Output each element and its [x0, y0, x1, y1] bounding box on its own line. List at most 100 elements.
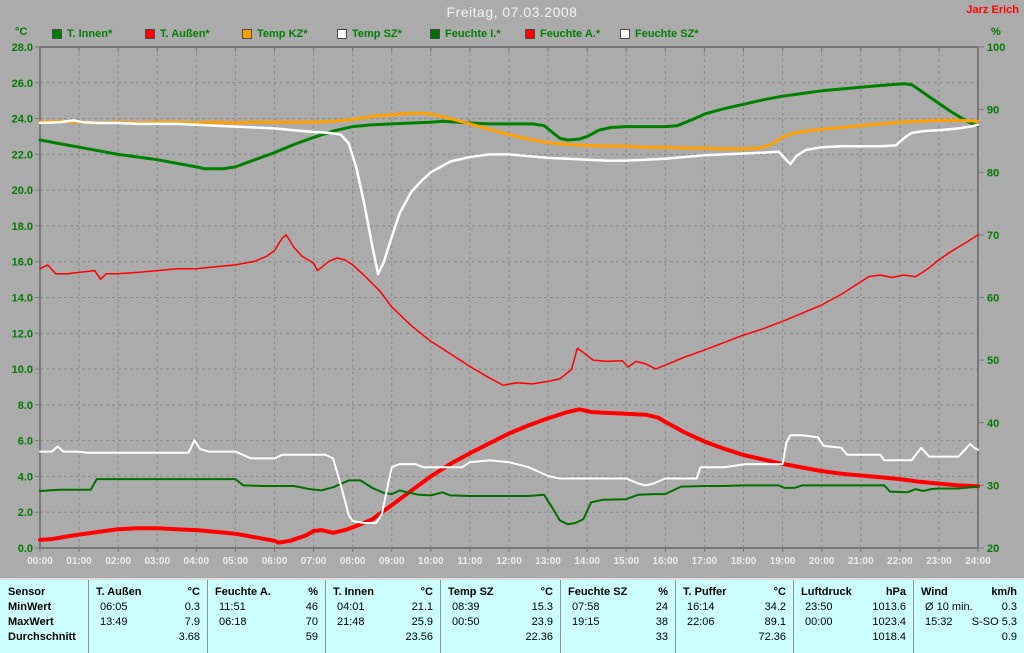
min-value: 24	[655, 600, 668, 613]
x-axis-label: 08:00	[340, 556, 366, 567]
min-time: Ø 10 min.	[925, 600, 973, 613]
sensor-unit: km/h	[991, 585, 1017, 598]
max-value: 7.9	[184, 615, 200, 628]
y-right-label: 60	[987, 293, 999, 305]
table-max-row: 19:15 38	[561, 614, 675, 629]
legend-label: T. Außen*	[160, 28, 210, 40]
y-right-label: 70	[987, 230, 999, 242]
sensor-name: T. Außen	[96, 585, 142, 598]
table-max-row: 22:06 89.1	[676, 614, 793, 629]
min-time: 06:05	[100, 600, 128, 613]
avg-value: 33	[655, 630, 668, 643]
y-left-label: 2.0	[18, 507, 33, 519]
table-max-row: 06:18 70	[208, 614, 325, 629]
series-line-t-au-en	[38, 407, 980, 545]
x-axis-label: 12:00	[496, 556, 522, 567]
series-line-feuchte-a-	[39, 234, 979, 386]
max-value: 1023.4	[872, 615, 906, 628]
legend-item-t-au-en-: T. Außen*	[145, 28, 210, 40]
legend-item-temp-sz-: Temp SZ*	[337, 28, 402, 40]
table-max-row: 15:32 S-SO 5.3	[914, 614, 1024, 629]
table-header-row: T. Außen °C	[89, 584, 207, 599]
table-max-row: 13:49 7.9	[89, 614, 207, 629]
max-value: S-SO 5.3	[971, 615, 1017, 628]
sensor-name: Feuchte SZ	[568, 585, 628, 598]
min-time: 08:39	[452, 600, 480, 613]
table-header-row: Luftdruck hPa	[794, 584, 913, 599]
table-avg-row: 1018.4	[794, 629, 913, 644]
x-axis-label: 21:00	[848, 556, 874, 567]
y-left-label: 28.0	[12, 42, 33, 54]
min-value: 15.3	[531, 600, 553, 613]
max-time: 00:50	[452, 615, 480, 628]
table-min-row: 04:01 21.1	[326, 599, 440, 614]
legend-label: T. Innen*	[67, 28, 113, 40]
y-left-label: 12.0	[12, 328, 33, 340]
table-header-row: Feuchte A.%	[208, 584, 325, 599]
y-right-label: 80	[987, 167, 999, 179]
x-axis-label: 17:00	[692, 556, 718, 567]
x-axis-label: 10:00	[418, 556, 444, 567]
y-right-label: 90	[987, 105, 999, 117]
x-axis-label: 23:00	[926, 556, 952, 567]
row-label: MaxWert	[8, 615, 54, 628]
row-label: MinWert	[8, 600, 52, 613]
sensor-unit: °C	[187, 585, 200, 598]
legend-label: Feuchte A.*	[540, 28, 601, 40]
table-column-t-au-en: T. Außen °C 06:05 0.3 13:49 7.9 3.68	[88, 580, 207, 653]
y-left-label: 4.0	[18, 471, 33, 483]
sensor-unit: %	[308, 585, 318, 598]
y-left-label: 8.0	[18, 400, 33, 412]
min-value: 0.3	[184, 600, 200, 613]
legend-item-feuchte-i-: Feuchte I.*	[430, 28, 501, 40]
table-row-label: MaxWert	[0, 614, 88, 629]
table-min-row: 08:39 15.3	[441, 599, 560, 614]
legend-item-feuchte-sz-: Feuchte SZ*	[620, 28, 699, 40]
y-left-label: 14.0	[12, 293, 33, 305]
max-time: 06:18	[219, 615, 247, 628]
sensor-unit: °C	[420, 585, 433, 598]
x-axis-label: 11:00	[457, 556, 482, 567]
table-header-row: T. Innen °C	[326, 584, 440, 599]
sensor-name: Wind	[921, 585, 948, 598]
user-name-label: Jarz Erich	[966, 4, 1019, 16]
min-time: 07:58	[572, 600, 600, 613]
table-column-t-puffer: T. Puffer °C 16:14 34.2 22:06 89.1 72.36	[675, 580, 793, 653]
y-right-label: 30	[987, 480, 999, 492]
series-line-feuchte-i-	[39, 478, 979, 526]
avg-value: 23.56	[405, 630, 433, 643]
x-axis-label: 15:00	[613, 556, 639, 567]
table-avg-row: 22.36	[441, 629, 560, 644]
row-label: Sensor	[8, 585, 46, 598]
table-avg-row: 33	[561, 629, 675, 644]
max-time: 19:15	[572, 615, 600, 628]
series-line-temp-sz	[38, 119, 980, 276]
y-left-label: 16.0	[12, 257, 33, 269]
y-right-label: 100	[987, 42, 1005, 54]
x-axis-label: 22:00	[887, 556, 913, 567]
table-avg-row: 23.56	[326, 629, 440, 644]
legend-item-t-innen-: T. Innen*	[52, 28, 112, 40]
legend-item-feuchte-a-: Feuchte A.*	[525, 28, 600, 40]
sensor-name: Luftdruck	[801, 585, 852, 598]
table-column-wind: Wind km/h Ø 10 min. 0.3 15:32 S-SO 5.3 0.9	[913, 580, 1024, 653]
y-right-label: 40	[987, 418, 999, 430]
y-right-label: 50	[987, 355, 999, 367]
y-right-label: 20	[987, 543, 999, 555]
x-axis-label: 18:00	[731, 556, 757, 567]
table-max-row: 21:48 25.9	[326, 614, 440, 629]
avg-value: 59	[305, 630, 318, 643]
min-value: 0.3	[1001, 600, 1017, 613]
legend-label: Temp KZ*	[257, 28, 308, 40]
x-axis-label: 04:00	[184, 556, 210, 567]
x-axis-label: 05:00	[223, 556, 249, 567]
table-row-labels-column: Sensor MinWert MaxWert Durchschnitt	[0, 580, 88, 653]
table-header-row: Wind km/h	[914, 584, 1024, 599]
sensor-name: Temp SZ	[448, 585, 494, 598]
max-time: 22:06	[687, 615, 715, 628]
legend-swatch-icon	[620, 29, 630, 39]
table-min-row: 23:50 1013.6	[794, 599, 913, 614]
max-time: 15:32	[925, 615, 953, 628]
